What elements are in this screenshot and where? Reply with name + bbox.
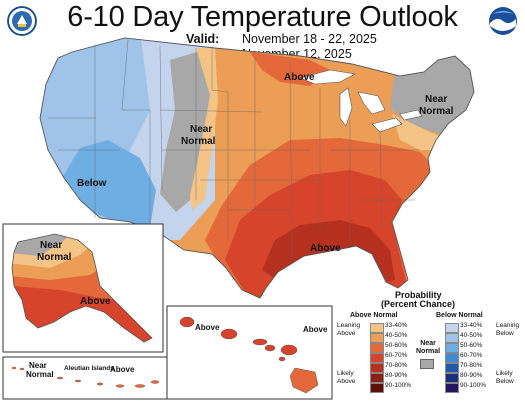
above-bin-label: 90-100%: [385, 382, 412, 389]
label-near-normal-northeast-1: Near: [425, 94, 447, 105]
below-bin-label: 60-70%: [460, 352, 483, 359]
legend-below-header: Below Normal: [436, 312, 483, 319]
above-bin-label: 60-70%: [385, 352, 408, 359]
below-bin-label: 33-40%: [460, 322, 483, 329]
below-bin-label: 70-80%: [460, 362, 483, 369]
label-above-north: Above: [284, 72, 315, 83]
legend-likely-above: Likely Above: [337, 370, 356, 385]
alaska-outline: [11, 233, 153, 343]
above-bin-label: 80-90%: [385, 372, 408, 379]
aleutian-inset-frame: [2, 356, 170, 400]
below-bin-swatch: [445, 353, 459, 363]
label-aleutian-near-1: Near: [29, 361, 47, 370]
label-near-normal-plains-1: Near: [190, 124, 212, 135]
above-bin-label: 70-80%: [385, 362, 408, 369]
label-alaska-above: Above: [80, 296, 111, 307]
below-bin-label: 40-50%: [460, 332, 483, 339]
below-bin-swatch: [445, 383, 459, 393]
label-aleutian-above: Above: [110, 365, 135, 374]
label-above-south: Above: [310, 243, 341, 254]
above-bin-swatch: [370, 333, 384, 343]
above-bin-swatch: [370, 363, 384, 373]
above-bin-swatch: [370, 383, 384, 393]
label-hawaii-above-1: Above: [195, 323, 220, 332]
label-aleutian-near-2: Normal: [26, 370, 54, 379]
map-title: 6-10 Day Temperature Outlook: [67, 1, 458, 33]
above-bin-swatch: [370, 373, 384, 383]
label-near-normal-plains-2: Normal: [181, 136, 216, 147]
label-aleutian-islands: Aleutian Islands: [64, 365, 114, 372]
great-lakes: [299, 69, 423, 133]
legend-above-header: Above Normal: [350, 312, 398, 319]
below-bin-swatch: [445, 373, 459, 383]
below-bin-swatch: [445, 323, 459, 333]
legend-near-swatch: [420, 359, 434, 369]
doc-seal-icon: [7, 6, 37, 36]
below-bin-label: 80-90%: [460, 372, 483, 379]
legend-leaning-above: Leaning Above: [337, 322, 361, 337]
below-bin-swatch: [445, 363, 459, 373]
above-bin-label: 33-40%: [385, 322, 408, 329]
label-hawaii-above-2: Above: [303, 325, 328, 334]
state-boundaries: [48, 39, 420, 261]
below-bin-swatch: [445, 343, 459, 353]
legend-subtitle: (Percent Chance): [381, 299, 456, 309]
legend-near-normal: Near Normal: [416, 340, 441, 355]
hawaii-islands: [179, 316, 319, 394]
above-bin-swatch: [370, 323, 384, 333]
noaa-logo-icon: [489, 7, 517, 35]
valid-value: November 18 - 22, 2025: [242, 32, 377, 46]
below-bin-label: 90-100%: [460, 382, 487, 389]
above-bin-swatch: [370, 343, 384, 353]
valid-label: Valid:: [186, 32, 220, 46]
valid-line: Valid: November 18 - 22, 2025: [186, 32, 377, 46]
label-alaska-near-normal-1: Near: [40, 240, 62, 251]
legend-leaning-below: Leaning Below: [496, 322, 520, 337]
legend-title: Probability: [395, 290, 442, 300]
label-near-normal-northeast-2: Normal: [419, 106, 454, 117]
above-bin-swatch: [370, 353, 384, 363]
below-bin-label: 50-60%: [460, 342, 483, 349]
aleutian-islands: [11, 366, 160, 388]
legend-likely-below: Likely Below: [496, 370, 514, 385]
label-below-west: Below: [77, 178, 107, 189]
above-bin-label: 40-50%: [385, 332, 408, 339]
below-bin-swatch: [445, 333, 459, 343]
above-bin-label: 50-60%: [385, 342, 408, 349]
label-alaska-near-normal-2: Normal: [37, 252, 72, 263]
